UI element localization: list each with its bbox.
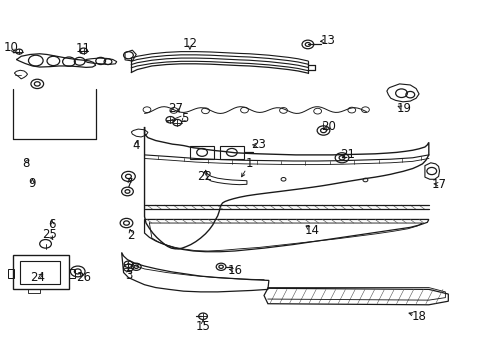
- Text: 1: 1: [245, 157, 253, 170]
- Text: 6: 6: [48, 218, 56, 231]
- Text: 27: 27: [167, 102, 183, 115]
- Text: 11: 11: [76, 41, 91, 54]
- Bar: [8, 269, 14, 278]
- Text: 22: 22: [197, 170, 212, 183]
- Text: 7: 7: [126, 177, 133, 190]
- Text: 16: 16: [227, 264, 242, 277]
- Text: 24: 24: [30, 271, 45, 284]
- Text: 14: 14: [304, 224, 319, 237]
- Bar: [189, 145, 214, 159]
- Text: 5: 5: [181, 112, 188, 125]
- Text: 25: 25: [42, 228, 57, 241]
- Text: 18: 18: [411, 310, 426, 323]
- Text: 2: 2: [127, 229, 135, 242]
- Text: 10: 10: [4, 41, 19, 54]
- Text: 23: 23: [250, 138, 265, 151]
- Text: 3: 3: [124, 269, 132, 282]
- Text: 8: 8: [22, 157, 30, 170]
- Text: 13: 13: [320, 34, 335, 48]
- Bar: [220, 145, 243, 159]
- Bar: [27, 289, 40, 293]
- Text: 9: 9: [29, 177, 36, 190]
- Text: 12: 12: [182, 36, 197, 50]
- Text: 17: 17: [431, 178, 446, 191]
- Bar: [20, 261, 60, 284]
- Text: 4: 4: [132, 139, 140, 152]
- Bar: [13, 255, 69, 289]
- Bar: [69, 269, 75, 278]
- Text: 21: 21: [340, 148, 355, 161]
- Text: 19: 19: [396, 103, 411, 116]
- Text: 26: 26: [76, 271, 91, 284]
- Text: 20: 20: [320, 121, 335, 134]
- Text: 15: 15: [195, 320, 210, 333]
